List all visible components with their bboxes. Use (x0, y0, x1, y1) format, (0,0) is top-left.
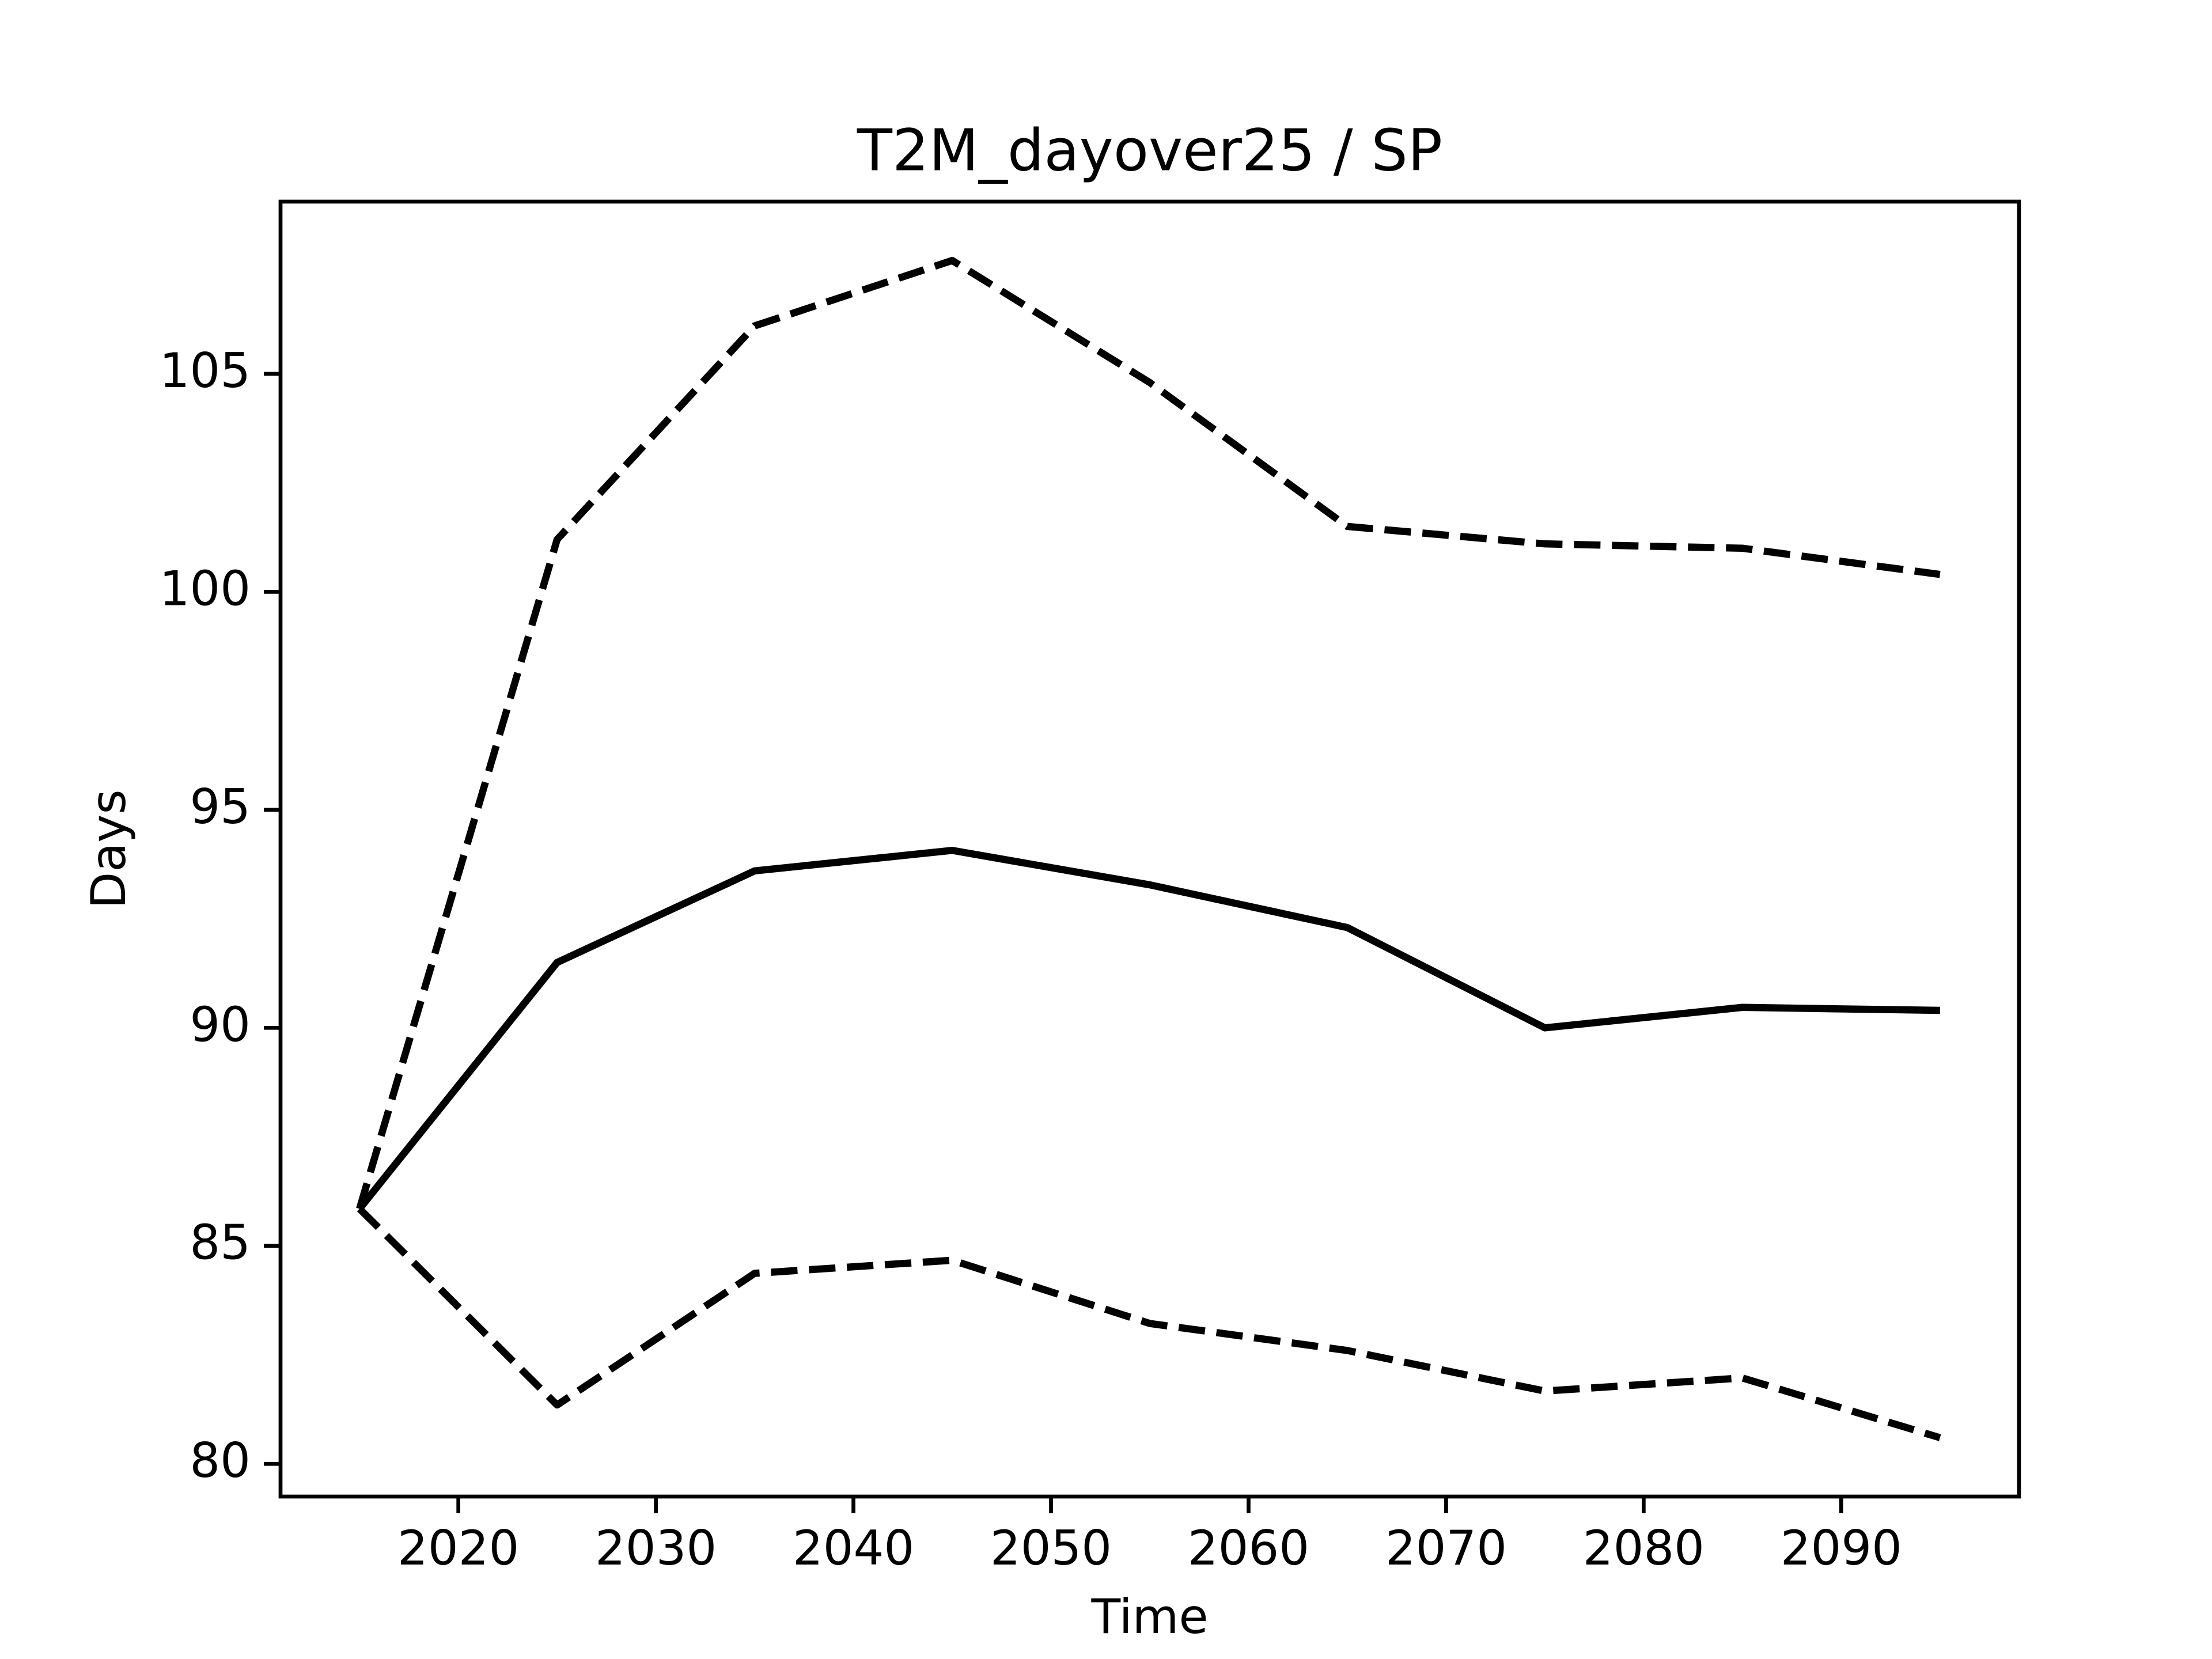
chart-title: T2M_dayover25 / SP (857, 116, 1442, 184)
x-axis-label: Time (1090, 1589, 1208, 1645)
y-tick-label: 105 (160, 343, 251, 399)
y-tick-label: 90 (190, 997, 251, 1052)
y-tick-label: 85 (190, 1215, 251, 1271)
x-tick-label: 2080 (1583, 1520, 1705, 1576)
line-series (356, 256, 1941, 1210)
x-tick-label: 2050 (990, 1520, 1112, 1576)
line-series (357, 847, 1940, 1211)
x-tick-label: 2090 (1781, 1520, 1902, 1576)
y-axis-label: Days (81, 789, 137, 908)
x-tick-label: 2070 (1385, 1520, 1507, 1576)
y-tick-label: 95 (190, 779, 251, 835)
plot-frame (278, 199, 2021, 1499)
line-series (357, 1206, 1941, 1441)
x-tick-label: 2020 (397, 1520, 519, 1576)
x-tick-label: 2030 (595, 1520, 717, 1576)
x-tick-label: 2060 (1188, 1520, 1309, 1576)
x-tick-label: 2040 (793, 1520, 914, 1576)
y-tick-label: 100 (160, 560, 251, 616)
y-tick-label: 80 (190, 1433, 251, 1488)
